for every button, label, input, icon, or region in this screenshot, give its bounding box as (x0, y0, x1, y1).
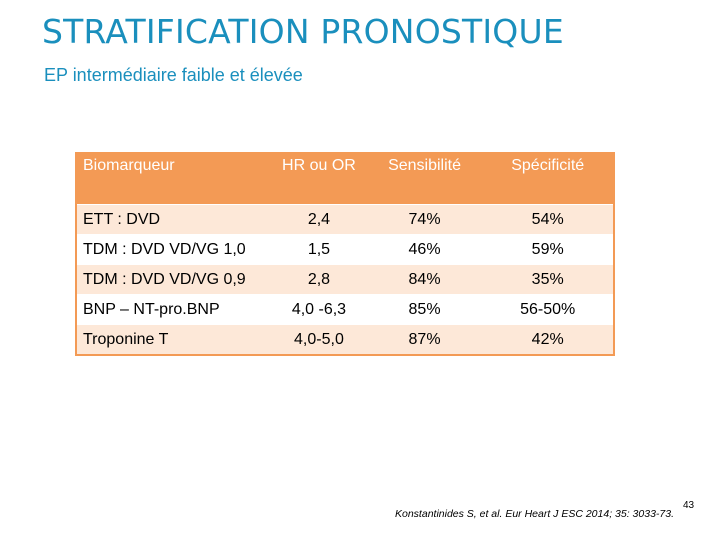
table-row: ETT : DVD 2,4 74% 54% (76, 204, 614, 235)
reference-citation: Konstantinides S, et al. Eur Heart J ESC… (395, 508, 674, 520)
cell-sensibilite: 46% (366, 234, 483, 265)
table-header-row: Biomarqueur HR ou OR Sensibilité Spécifi… (76, 152, 614, 205)
cell-sensibilite: 85% (366, 294, 483, 325)
cell-hr-or: 4,0 -6,3 (271, 294, 367, 325)
cell-specificite: 35% (482, 264, 614, 295)
biomarker-table: Biomarqueur HR ou OR Sensibilité Spécifi… (75, 152, 615, 356)
cell-specificite: 56-50% (482, 294, 614, 325)
cell-specificite: 54% (482, 204, 614, 235)
cell-specificite: 42% (482, 324, 614, 355)
cell-specificite: 59% (482, 234, 614, 265)
table-row: TDM : DVD VD/VG 1,0 1,5 46% 59% (76, 234, 614, 265)
slide-subtitle: EP intermédiaire faible et élevée (44, 65, 303, 85)
cell-hr-or: 2,8 (271, 264, 367, 295)
table-row: Troponine T 4,0-5,0 87% 42% (76, 324, 614, 355)
cell-hr-or: 2,4 (271, 204, 367, 235)
cell-sensibilite: 84% (366, 264, 483, 295)
cell-sensibilite: 74% (366, 204, 483, 235)
header-specificite: Spécificité (482, 152, 614, 205)
cell-sensibilite: 87% (366, 324, 483, 355)
table-row: BNP – NT-pro.BNP 4,0 -6,3 85% 56-50% (76, 294, 614, 325)
page-number: 43 (683, 500, 695, 511)
table-row: TDM : DVD VD/VG 0,9 2,8 84% 35% (76, 264, 614, 295)
cell-hr-or: 4,0-5,0 (271, 324, 367, 355)
header-sensibilite: Sensibilité (366, 152, 483, 205)
cell-biomarker: ETT : DVD (76, 204, 272, 235)
cell-biomarker: TDM : DVD VD/VG 1,0 (76, 234, 272, 265)
header-biomarqueur: Biomarqueur (76, 152, 272, 205)
cell-hr-or: 1,5 (271, 234, 367, 265)
header-hr-or: HR ou OR (271, 152, 367, 205)
cell-biomarker: TDM : DVD VD/VG 0,9 (76, 264, 272, 295)
cell-biomarker: Troponine T (76, 324, 272, 355)
slide-title: STRATIFICATION PRONOSTIQUE (42, 12, 564, 51)
cell-biomarker: BNP – NT-pro.BNP (76, 294, 272, 325)
